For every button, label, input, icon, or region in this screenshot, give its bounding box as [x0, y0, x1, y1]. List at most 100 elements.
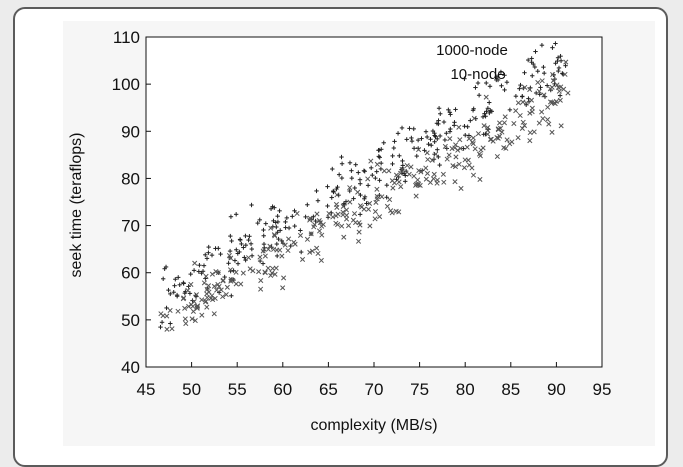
- x-marker: [258, 286, 264, 292]
- x-marker: [314, 245, 320, 251]
- plus-marker: [343, 199, 349, 204]
- plus-marker: [218, 251, 223, 257]
- x-marker: [441, 179, 447, 185]
- y-tick-label: 80: [121, 169, 140, 188]
- x-axis-label: complexity (MB/s): [310, 417, 437, 434]
- x-marker: [457, 137, 463, 143]
- x-marker: [509, 139, 515, 145]
- plus-marker: [555, 55, 561, 60]
- plus-marker: [429, 143, 434, 148]
- plus-marker: [423, 129, 429, 134]
- x-marker: [285, 247, 291, 254]
- plus-marker: [339, 154, 344, 160]
- x-marker: [557, 97, 563, 103]
- x-tick-label: 95: [593, 380, 612, 399]
- plus-marker: [163, 264, 169, 270]
- x-marker: [343, 216, 350, 222]
- plus-marker: [325, 184, 330, 189]
- x-marker: [446, 152, 452, 158]
- plus-marker: [483, 114, 488, 119]
- x-marker: [453, 154, 459, 160]
- plus-marker: [279, 238, 284, 244]
- plus-marker: [243, 233, 248, 239]
- x-marker: [190, 308, 196, 315]
- x-marker: [389, 210, 395, 216]
- plus-marker: [556, 65, 562, 71]
- plus-marker: [237, 237, 243, 242]
- x-tick-label: 70: [365, 380, 384, 399]
- x-marker: [406, 171, 412, 177]
- x-marker: [228, 278, 234, 284]
- x-marker: [471, 115, 477, 121]
- plus-marker: [168, 291, 173, 297]
- x-marker: [416, 147, 422, 153]
- plus-marker: [487, 110, 492, 116]
- plus-marker: [248, 241, 254, 246]
- x-marker: [268, 272, 274, 279]
- plus-marker: [453, 107, 458, 112]
- plus-marker: [381, 140, 386, 145]
- x-marker: [194, 303, 200, 310]
- plus-marker: [176, 275, 181, 280]
- plus-marker: [173, 277, 178, 282]
- x-marker: [391, 180, 398, 186]
- x-marker: [494, 135, 500, 141]
- x-marker: [455, 147, 461, 153]
- plus-marker: [235, 261, 241, 266]
- plus-marker: [352, 185, 357, 191]
- x-marker: [164, 326, 170, 332]
- plus-marker: [441, 119, 447, 125]
- x-marker: [319, 232, 325, 238]
- x-marker: [520, 99, 526, 105]
- plus-marker: [484, 109, 489, 114]
- x-marker: [215, 281, 221, 288]
- x-marker: [554, 82, 560, 88]
- plus-marker: [325, 215, 331, 220]
- x-marker: [201, 280, 207, 286]
- plus-marker: [378, 160, 384, 166]
- plus-marker: [204, 256, 210, 261]
- plus-marker: [292, 223, 297, 229]
- plus-marker: [257, 258, 263, 264]
- plus-marker: [159, 320, 165, 325]
- y-tick-label: 100: [112, 75, 140, 94]
- x-marker: [381, 168, 387, 174]
- x-marker: [552, 101, 558, 107]
- plus-marker: [377, 178, 382, 183]
- x-tick-label: 85: [501, 380, 520, 399]
- plus-marker: [436, 106, 442, 111]
- plus-marker: [397, 153, 402, 158]
- plus-marker: [313, 218, 318, 224]
- x-marker: [269, 270, 275, 276]
- plus-marker: [357, 177, 363, 182]
- x-tick-label: 65: [319, 380, 338, 399]
- x-marker: [204, 286, 210, 293]
- plus-marker: [174, 292, 180, 298]
- x-marker: [450, 163, 456, 169]
- x-marker: [373, 199, 379, 205]
- plus-marker: [283, 219, 288, 225]
- plus-marker: [263, 221, 268, 226]
- x-marker: [528, 97, 535, 103]
- x-marker: [205, 283, 212, 289]
- plus-marker: [462, 76, 467, 81]
- x-marker: [547, 86, 553, 92]
- plus-marker: [403, 179, 408, 184]
- plus-marker: [349, 168, 354, 173]
- x-marker: [262, 270, 268, 276]
- y-tick-label: 50: [121, 311, 140, 330]
- x-marker: [431, 171, 437, 177]
- plus-marker: [447, 110, 453, 115]
- plus-marker: [507, 107, 513, 113]
- x-marker: [429, 157, 435, 163]
- x-marker: [522, 84, 528, 90]
- y-tick-label: 70: [121, 217, 140, 236]
- x-marker: [353, 220, 359, 226]
- x-marker: [415, 177, 421, 183]
- x-marker: [488, 136, 494, 142]
- x-marker: [386, 168, 392, 174]
- x-marker: [192, 260, 198, 266]
- plus-marker: [542, 94, 548, 99]
- x-marker: [423, 176, 429, 182]
- x-marker: [281, 275, 287, 281]
